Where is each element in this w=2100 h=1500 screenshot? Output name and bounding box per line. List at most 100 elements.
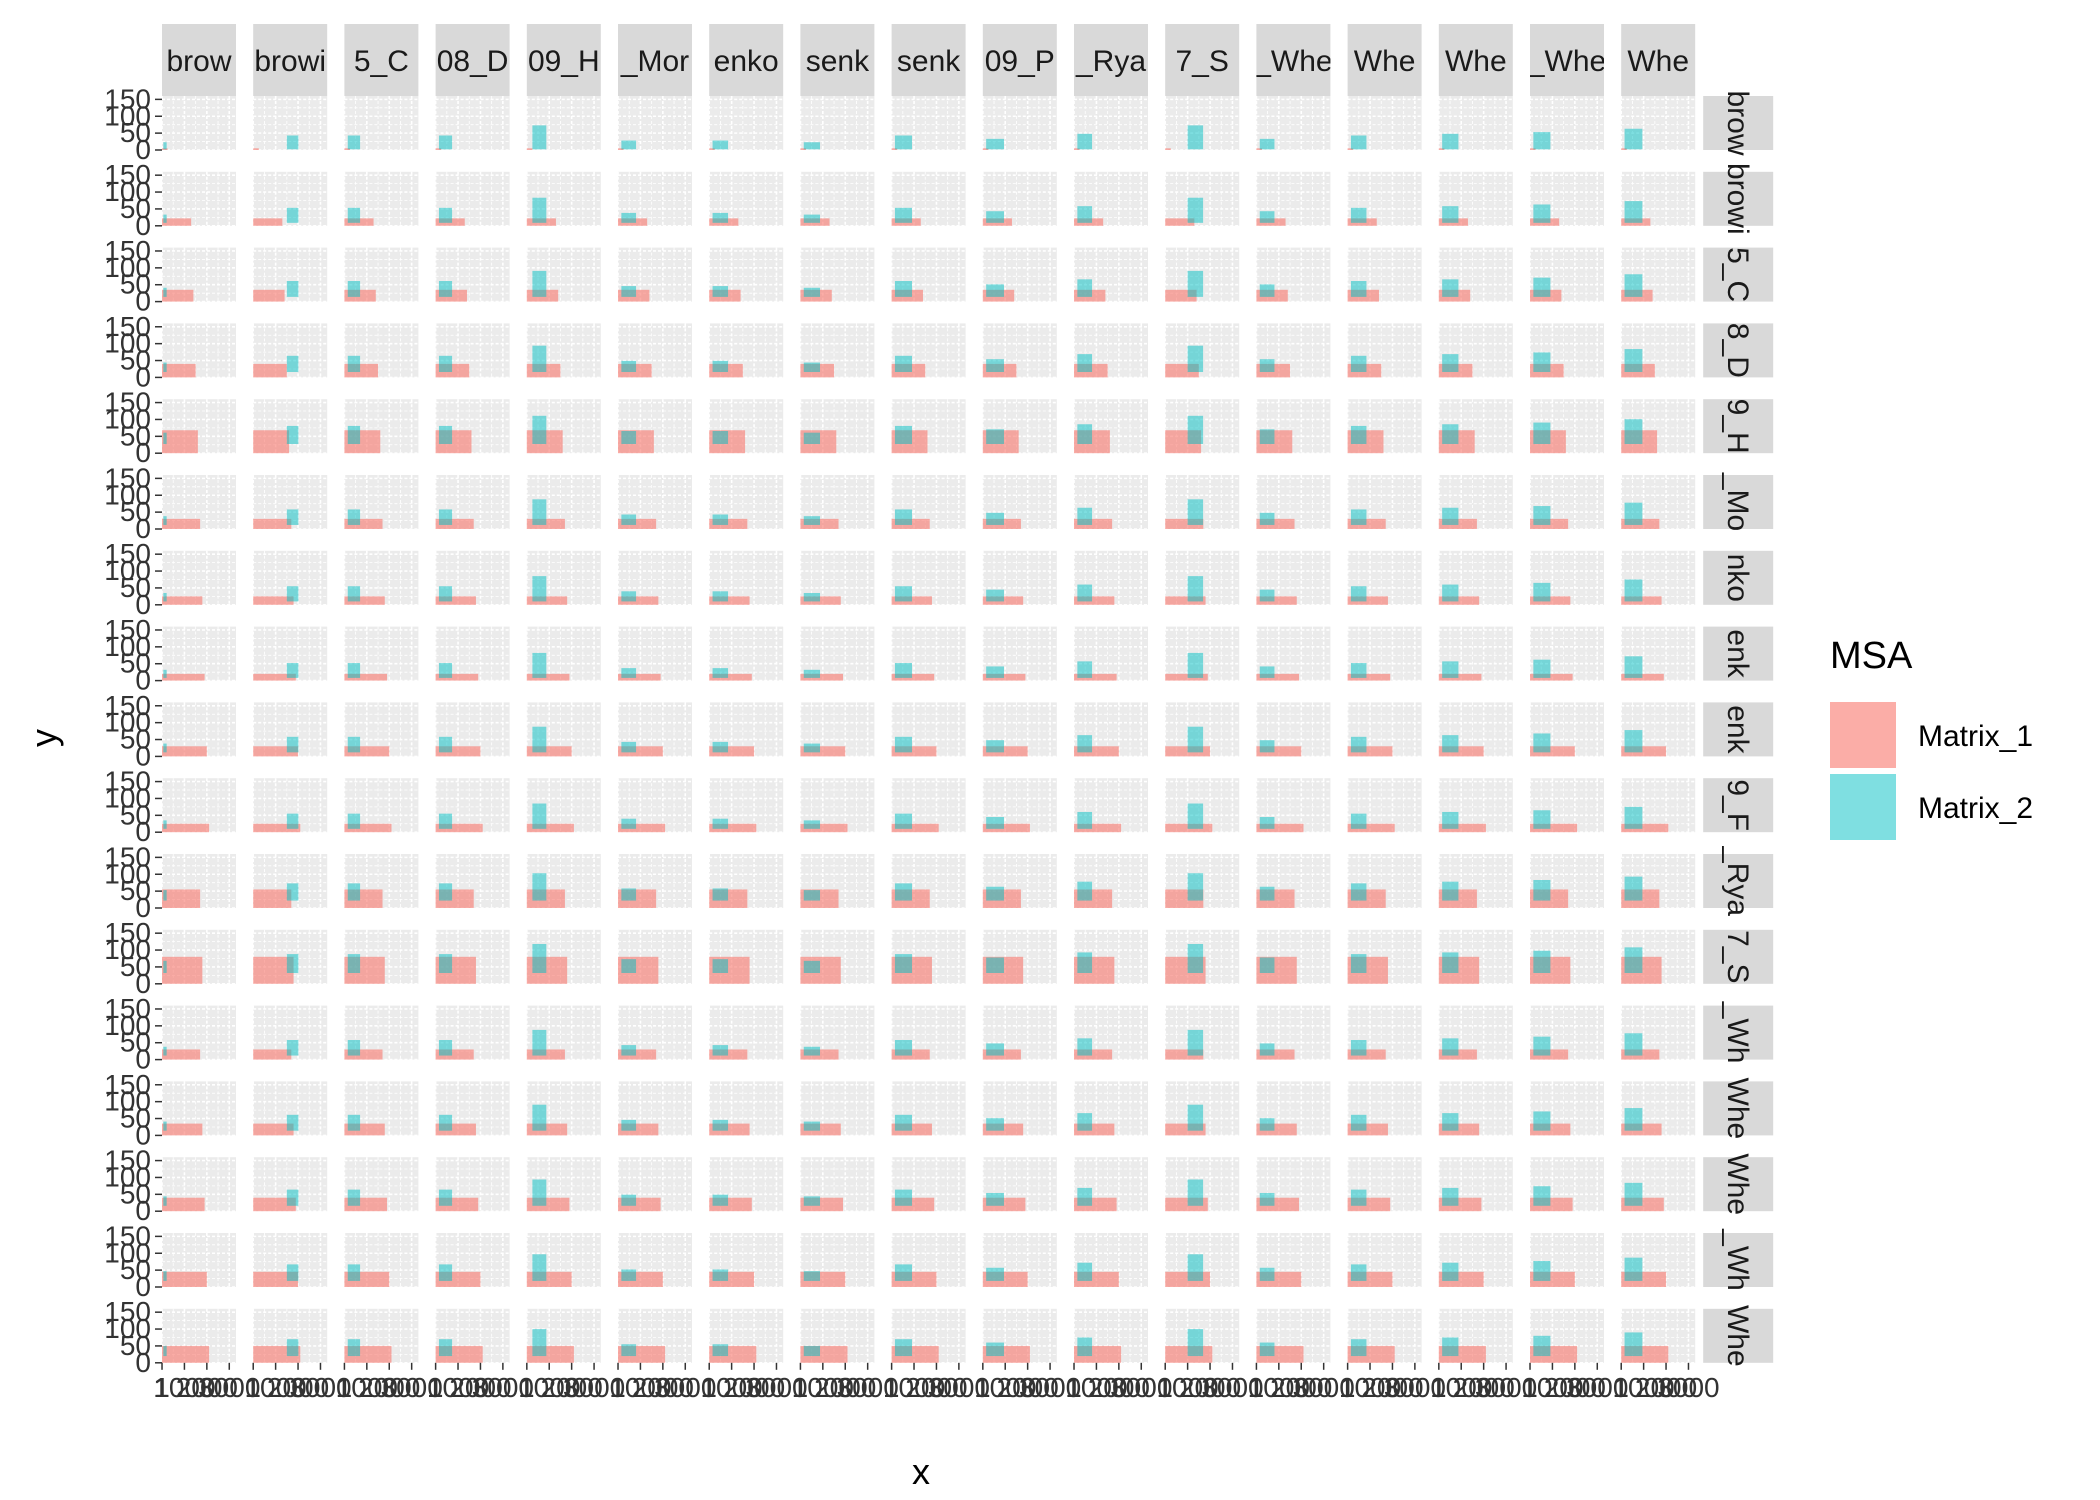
x-tick-label: 2000 — [1270, 1372, 1332, 1403]
matrix-2-bar — [1533, 1036, 1551, 1056]
facet-panel — [1255, 1157, 1331, 1212]
facet-panel — [617, 323, 692, 379]
matrix-2-bar — [894, 736, 913, 753]
matrix-2-bar — [1259, 1267, 1275, 1281]
legend-key-matrix-1 — [1830, 702, 1896, 768]
facet-panel — [1620, 475, 1696, 530]
y-tick-label: 100 — [104, 707, 151, 738]
y-tick-label: 0 — [135, 210, 151, 241]
facet-panel — [1255, 702, 1331, 758]
facet-panel — [526, 96, 601, 151]
facet-panel — [1346, 96, 1422, 151]
matrix-2-bar — [712, 591, 729, 602]
matrix-1-bar — [891, 148, 898, 150]
facet-panel — [343, 1157, 419, 1212]
matrix-2-bar — [803, 432, 821, 445]
matrix-1-bar — [253, 430, 290, 454]
facet-panel — [1529, 247, 1604, 303]
facet-panel — [708, 550, 784, 606]
matrix-2-bar — [1624, 349, 1643, 372]
matrix-2-bar — [163, 960, 167, 973]
facet-panel — [708, 475, 784, 530]
facet-panel — [434, 929, 510, 985]
facet-panel — [617, 399, 692, 455]
row-strip-label: browi — [1721, 163, 1754, 235]
col-strip — [1347, 24, 1422, 96]
matrix-2-bar — [286, 281, 299, 297]
facet-panel — [982, 550, 1057, 606]
matrix-2-bar — [894, 355, 913, 372]
x-axis-title: x — [912, 1451, 930, 1492]
facet-panel — [526, 1233, 601, 1288]
row-strip — [1703, 171, 1774, 226]
facet-panel — [1164, 1081, 1240, 1137]
facet-panel — [526, 1308, 601, 1364]
x-tick-label: 1000 — [1612, 1372, 1674, 1403]
x-tick-label: 3000 — [381, 1372, 443, 1403]
matrix-1-bar — [253, 518, 292, 529]
matrix-2-bar — [286, 1189, 299, 1206]
matrix-2-bar — [347, 883, 361, 901]
matrix-1-bar — [162, 363, 196, 378]
matrix-2-bar — [803, 142, 821, 150]
matrix-2-bar — [286, 509, 299, 525]
col-strip — [526, 24, 601, 96]
matrix-2-bar — [1624, 274, 1643, 297]
y-tick-label: 0 — [135, 1044, 151, 1075]
y-tick-label: 0 — [135, 589, 151, 620]
matrix-2-bar — [347, 736, 361, 753]
matrix-2-bar — [712, 668, 729, 678]
matrix-1-bar — [982, 148, 989, 150]
matrix-2-bar — [286, 1339, 299, 1357]
facet-panel — [1346, 475, 1422, 530]
facet-panel — [617, 550, 692, 606]
row-strip-label: _Rya — [1721, 845, 1754, 916]
facet-panel — [161, 550, 236, 606]
facet-panel — [161, 247, 236, 303]
facet-panel — [526, 1005, 601, 1061]
matrix-2-bar — [347, 1339, 361, 1357]
y-tick-label: 150 — [104, 917, 151, 948]
matrix-2-bar — [438, 883, 453, 901]
row-strip — [1703, 1081, 1774, 1136]
facet-panel — [799, 1081, 875, 1137]
matrix-1-bar — [1347, 518, 1386, 529]
facet-panel — [799, 929, 875, 985]
y-tick-label: 50 — [120, 1330, 151, 1361]
row-strip — [1703, 1233, 1774, 1287]
y-tick-label: 150 — [104, 1145, 151, 1176]
matrix-2-bar — [438, 135, 453, 150]
matrix-1-bar — [709, 746, 755, 757]
matrix-2-bar — [621, 1045, 637, 1056]
matrix-1-bar — [618, 746, 663, 757]
matrix-2-bar — [1624, 419, 1643, 445]
facet-panel — [708, 778, 784, 834]
facet-panel — [1255, 96, 1331, 151]
matrix-1-bar — [344, 673, 388, 681]
facet-panel — [1438, 399, 1513, 455]
x-tick-label: 3000 — [1657, 1372, 1719, 1403]
matrix-2-bar — [532, 415, 547, 445]
facet-panel — [982, 778, 1057, 834]
y-tick-label: 100 — [104, 100, 151, 131]
facet-panel — [252, 323, 328, 379]
facet-panel — [708, 96, 784, 151]
matrix-2-bar — [1077, 811, 1093, 829]
matrix-2-bar — [347, 509, 361, 525]
y-tick-label: 100 — [104, 1313, 151, 1344]
y-tick-label: 0 — [135, 286, 151, 317]
facet-panel — [434, 171, 510, 227]
facet-panel — [799, 96, 875, 151]
facet-panel — [890, 929, 966, 985]
facet-panel — [1438, 171, 1513, 227]
x-tick-label: 1000 — [518, 1372, 580, 1403]
matrix-1-bar — [1530, 746, 1575, 757]
matrix-1-bar — [709, 673, 752, 681]
column-strips: brow browi 5_C 08_D 09_H _Mor enko senk senk 09_P… — [162, 24, 1696, 96]
facet-panel — [708, 626, 784, 682]
matrix-2-bar — [1259, 1192, 1275, 1206]
col-strip-label: 5_C — [354, 45, 409, 78]
facet-panel — [161, 778, 236, 834]
matrix-2-bar — [1533, 1186, 1551, 1206]
